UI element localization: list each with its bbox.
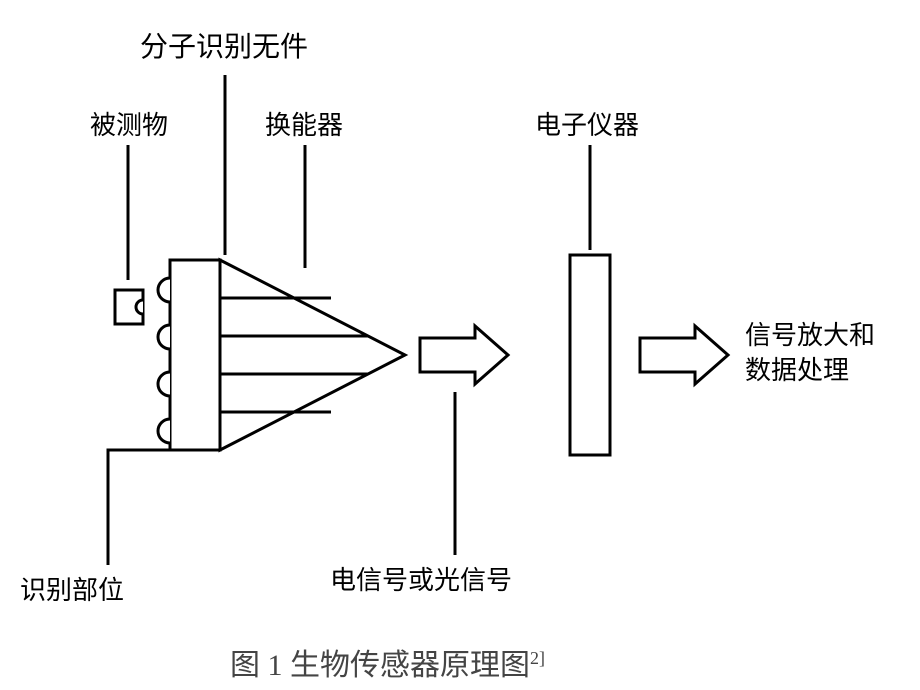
receptor-column <box>158 260 220 450</box>
transducer-triangle <box>220 260 405 450</box>
arrow-2 <box>640 326 728 384</box>
biosensor-diagram <box>0 0 920 690</box>
arrow-1 <box>420 326 508 384</box>
analyte-shape <box>115 290 143 324</box>
leader-recognition <box>108 450 172 565</box>
electronic-instrument-box <box>570 255 610 455</box>
